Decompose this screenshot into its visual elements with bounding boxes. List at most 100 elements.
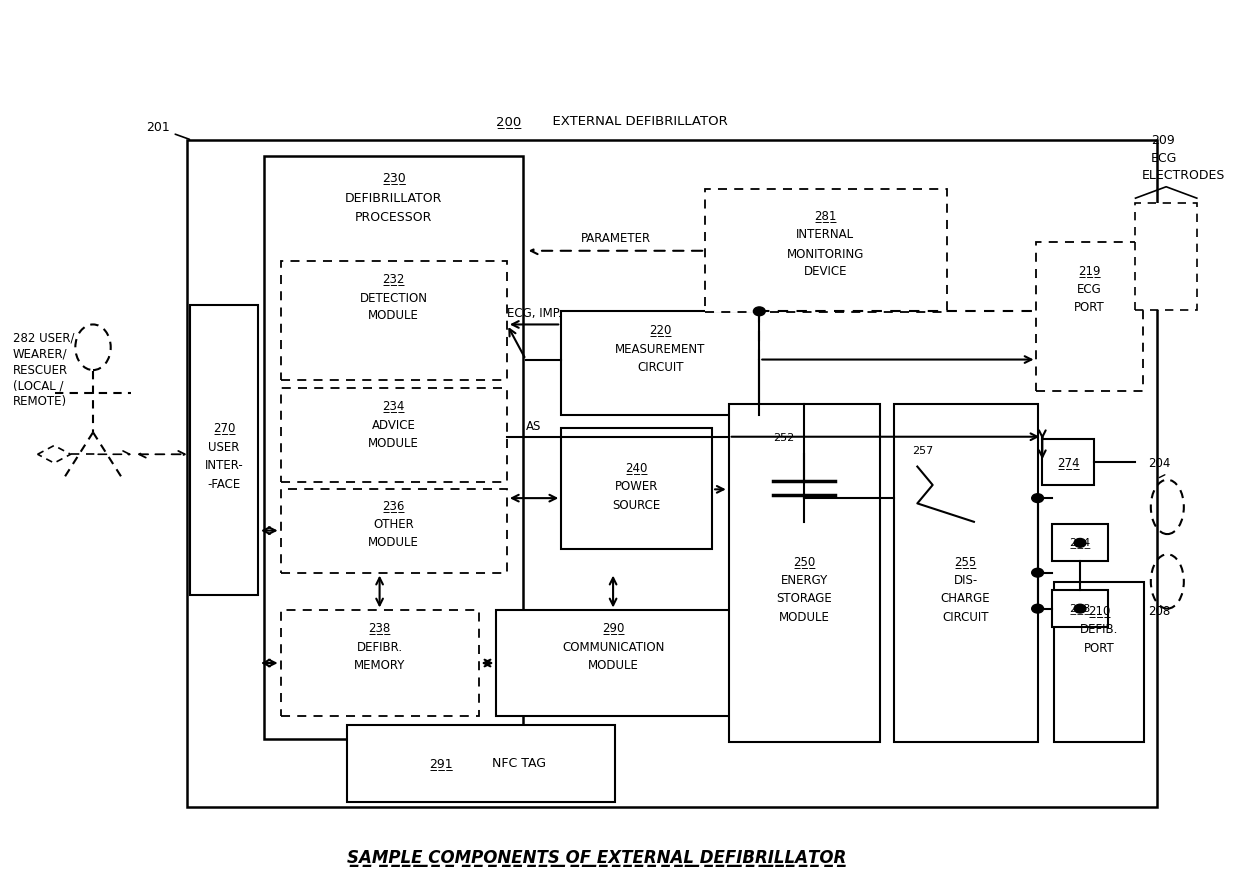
- Text: COMMUNICATION: COMMUNICATION: [562, 641, 665, 654]
- Circle shape: [1032, 568, 1044, 577]
- Text: 2̲9̲0̲: 2̲9̲0̲: [601, 621, 624, 634]
- Text: 201: 201: [146, 121, 190, 139]
- FancyBboxPatch shape: [894, 405, 1038, 742]
- Text: PORT: PORT: [1074, 301, 1105, 315]
- Text: 2̲0̲0̲: 2̲0̲0̲: [496, 115, 522, 128]
- Text: (LOCAL /: (LOCAL /: [12, 380, 63, 392]
- Text: PROCESSOR: PROCESSOR: [355, 211, 433, 224]
- Text: 2̲8̲1̲: 2̲8̲1̲: [815, 209, 837, 222]
- FancyBboxPatch shape: [280, 388, 507, 482]
- Circle shape: [1142, 240, 1154, 249]
- Text: DETECTION: DETECTION: [360, 291, 428, 305]
- Text: INTERNAL: INTERNAL: [796, 228, 854, 241]
- Text: 2̲2̲0̲: 2̲2̲0̲: [649, 323, 671, 336]
- Text: MODULE: MODULE: [368, 309, 419, 323]
- Text: CIRCUIT: CIRCUIT: [637, 361, 683, 374]
- Text: CHARGE: CHARGE: [941, 593, 991, 606]
- Text: 2̲7̲0̲: 2̲7̲0̲: [213, 421, 236, 435]
- Text: ENERGY: ENERGY: [780, 574, 828, 587]
- Text: 252: 252: [774, 433, 795, 443]
- Text: 2̲3̲2̲: 2̲3̲2̲: [383, 273, 405, 285]
- Text: 2̲9̲1̲: 2̲9̲1̲: [429, 757, 453, 771]
- Text: 2̲7̲4̲: 2̲7̲4̲: [1056, 455, 1080, 469]
- FancyBboxPatch shape: [280, 610, 479, 715]
- FancyBboxPatch shape: [562, 311, 759, 415]
- Text: 208: 208: [1148, 605, 1171, 618]
- Text: S̲A̲M̲P̲L̲E̲ ̲C̲O̲M̲P̲O̲N̲E̲N̲T̲S̲ ̲O̲F̲ ̲E̲X̲T̲E̲R̲N̲A̲L̲ ̲D̲E̲F̲I̲B̲R̲I̲L̲L̲A̲: S̲A̲M̲P̲L̲E̲ ̲C̲O̲M̲P̲O̲N̲E̲N̲T̲S̲ ̲O̲F̲…: [347, 849, 846, 867]
- Text: -FACE: -FACE: [207, 478, 241, 491]
- Text: 2̲3̲8̲: 2̲3̲8̲: [368, 621, 391, 634]
- FancyBboxPatch shape: [280, 489, 507, 573]
- Text: RESCUER: RESCUER: [12, 364, 68, 377]
- Text: STORAGE: STORAGE: [776, 593, 832, 606]
- Text: 2̲1̲8̲: 2̲1̲8̲: [1069, 603, 1091, 614]
- Text: 204: 204: [1148, 457, 1171, 470]
- Text: MODULE: MODULE: [368, 536, 419, 550]
- FancyBboxPatch shape: [1136, 202, 1197, 309]
- Text: MONITORING: MONITORING: [786, 248, 864, 261]
- Text: REMOTE): REMOTE): [12, 395, 67, 408]
- Text: ECG: ECG: [1151, 151, 1177, 165]
- Circle shape: [1158, 217, 1169, 226]
- Text: USER: USER: [208, 441, 239, 454]
- FancyBboxPatch shape: [1052, 525, 1109, 561]
- Text: PARAMETER: PARAMETER: [580, 232, 651, 245]
- Circle shape: [754, 307, 765, 315]
- Text: 2̲5̲0̲: 2̲5̲0̲: [794, 555, 815, 568]
- Circle shape: [1173, 217, 1185, 226]
- FancyBboxPatch shape: [496, 610, 730, 715]
- Circle shape: [1074, 604, 1086, 613]
- Text: DEFIBRILLATOR: DEFIBRILLATOR: [345, 192, 443, 205]
- Text: 282 USER/: 282 USER/: [12, 332, 74, 345]
- Text: SOURCE: SOURCE: [613, 499, 661, 511]
- Text: PORT: PORT: [1084, 642, 1115, 655]
- Circle shape: [1158, 261, 1169, 270]
- Text: CIRCUIT: CIRCUIT: [942, 611, 990, 624]
- Text: INTER-: INTER-: [205, 459, 243, 472]
- Circle shape: [1142, 261, 1154, 270]
- Text: ELECTRODES: ELECTRODES: [1141, 169, 1225, 183]
- Text: ADVICE: ADVICE: [372, 419, 415, 432]
- Circle shape: [1142, 217, 1154, 226]
- Text: 2̲1̲4̲: 2̲1̲4̲: [1069, 537, 1091, 548]
- FancyBboxPatch shape: [1052, 590, 1109, 627]
- Circle shape: [1074, 538, 1086, 547]
- Circle shape: [1142, 283, 1154, 292]
- Text: NFC TAG: NFC TAG: [489, 757, 546, 771]
- FancyBboxPatch shape: [1037, 242, 1142, 391]
- FancyBboxPatch shape: [1043, 439, 1094, 485]
- FancyBboxPatch shape: [346, 725, 615, 803]
- Text: MODULE: MODULE: [368, 437, 419, 450]
- Circle shape: [1158, 240, 1169, 249]
- Text: 2̲3̲4̲: 2̲3̲4̲: [383, 399, 405, 413]
- Circle shape: [1173, 240, 1185, 249]
- Circle shape: [1173, 261, 1185, 270]
- Text: DIS-: DIS-: [954, 574, 978, 587]
- Text: DEFIB.: DEFIB.: [1080, 623, 1118, 636]
- Text: DEVICE: DEVICE: [804, 266, 847, 278]
- FancyBboxPatch shape: [187, 140, 1157, 807]
- Text: MEASUREMENT: MEASUREMENT: [615, 342, 706, 356]
- Text: 2̲1̲9̲: 2̲1̲9̲: [1079, 264, 1101, 276]
- Text: 2̲1̲0̲: 2̲1̲0̲: [1087, 604, 1110, 617]
- Circle shape: [1158, 283, 1169, 292]
- FancyBboxPatch shape: [706, 190, 947, 312]
- Text: 2̲4̲0̲: 2̲4̲0̲: [625, 461, 647, 474]
- Text: DEFIBR.: DEFIBR.: [357, 641, 403, 654]
- Text: AS: AS: [526, 420, 541, 433]
- Text: MODULE: MODULE: [779, 611, 830, 624]
- Text: EXTERNAL DEFIBRILLATOR: EXTERNAL DEFIBRILLATOR: [543, 115, 727, 128]
- Text: 2̲3̲6̲: 2̲3̲6̲: [383, 499, 405, 511]
- FancyBboxPatch shape: [190, 305, 258, 594]
- Text: WEARER/: WEARER/: [12, 347, 67, 361]
- Text: 209: 209: [1151, 135, 1174, 147]
- FancyBboxPatch shape: [280, 261, 507, 380]
- Text: 2̲5̲5̲: 2̲5̲5̲: [955, 555, 977, 568]
- FancyBboxPatch shape: [562, 428, 712, 549]
- Text: MODULE: MODULE: [588, 659, 639, 672]
- Text: ECG: ECG: [1078, 282, 1102, 296]
- Circle shape: [1032, 604, 1044, 613]
- FancyBboxPatch shape: [264, 156, 523, 740]
- FancyBboxPatch shape: [729, 405, 879, 742]
- Circle shape: [1032, 494, 1044, 503]
